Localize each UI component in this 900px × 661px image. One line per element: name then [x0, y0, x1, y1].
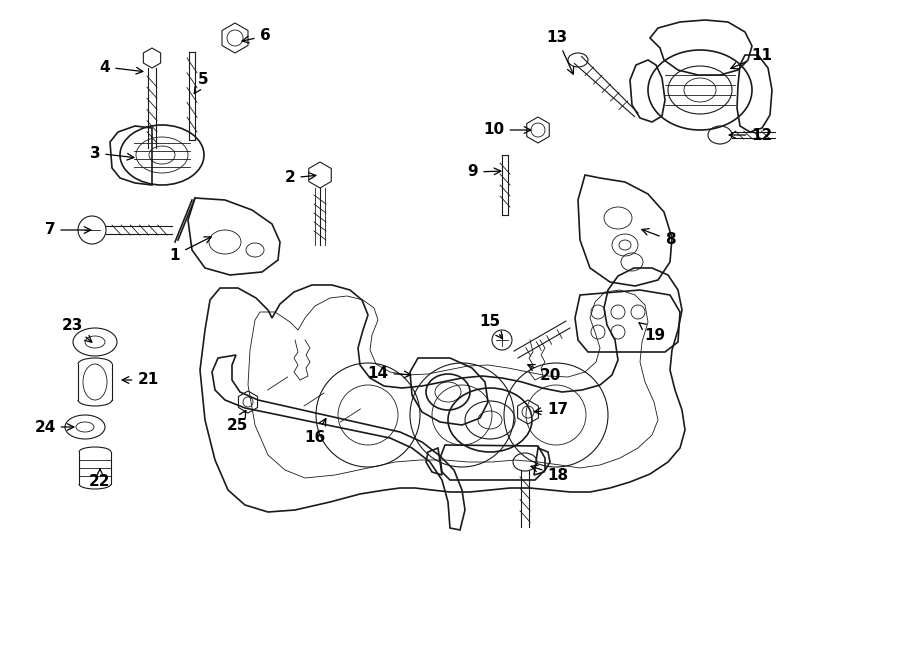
Text: 15: 15: [480, 315, 502, 338]
Text: 23: 23: [61, 317, 92, 342]
Text: 6: 6: [242, 28, 270, 44]
Text: 8: 8: [642, 229, 675, 247]
Text: 4: 4: [100, 59, 143, 75]
Text: 5: 5: [194, 73, 208, 93]
Text: 14: 14: [367, 366, 410, 381]
Text: 17: 17: [535, 403, 569, 418]
Text: 10: 10: [483, 122, 531, 137]
Text: 13: 13: [546, 30, 573, 74]
Text: 1: 1: [170, 237, 211, 262]
Text: 21: 21: [122, 373, 158, 387]
Text: 18: 18: [531, 465, 569, 483]
Text: 7: 7: [45, 223, 91, 237]
Text: 24: 24: [34, 420, 74, 434]
Text: 3: 3: [90, 145, 134, 161]
Text: 9: 9: [468, 165, 500, 180]
Text: 2: 2: [284, 171, 316, 186]
Text: 12: 12: [729, 128, 772, 143]
Text: 22: 22: [89, 469, 111, 490]
Text: 25: 25: [226, 410, 248, 432]
Text: 19: 19: [639, 323, 666, 342]
Text: 11: 11: [731, 48, 772, 69]
Text: 16: 16: [304, 418, 326, 444]
Text: 20: 20: [527, 364, 561, 383]
